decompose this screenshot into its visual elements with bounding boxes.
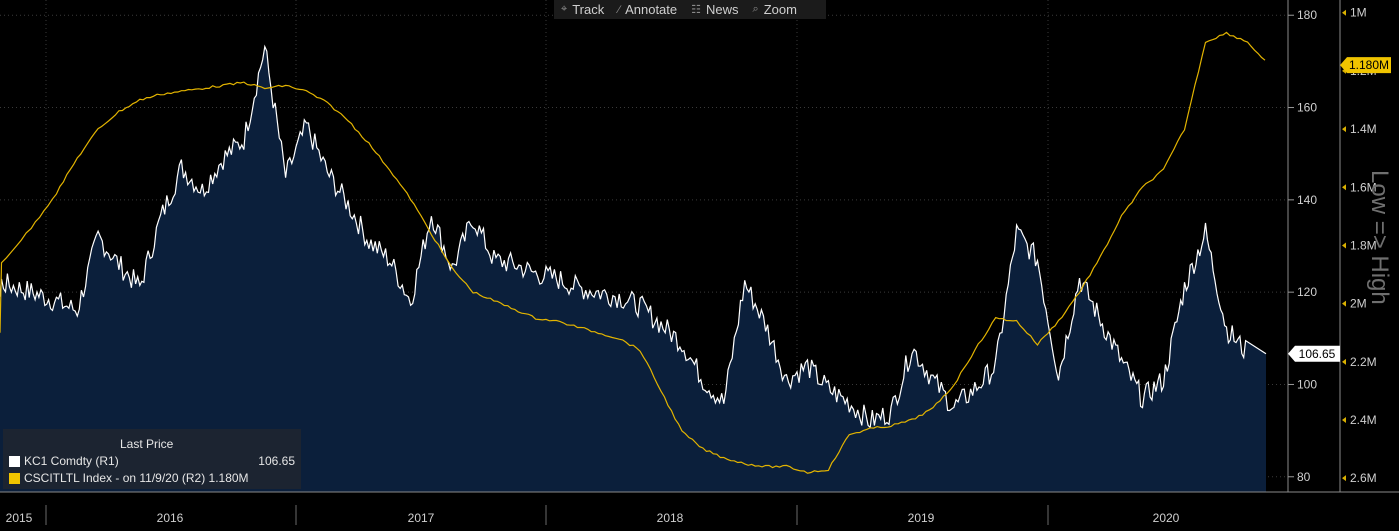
zoom-label: Zoom bbox=[763, 2, 797, 17]
r1-tick-group: 80 100 120 140 160 180 bbox=[1288, 8, 1317, 484]
r2-tick-marker bbox=[1342, 9, 1346, 16]
cscitltl-legend-label: CSCITLTL Index - on 11/9/20 (R2) 1.180M bbox=[24, 471, 249, 485]
x-tick-label: 2020 bbox=[1153, 511, 1180, 525]
x-tick-label: 2019 bbox=[908, 511, 935, 525]
news-icon: ☷ bbox=[691, 4, 701, 16]
annotate-button[interactable]: ∕ Annotate bbox=[611, 2, 684, 17]
r2-tick-label: 2.6M bbox=[1350, 471, 1377, 485]
news-button[interactable]: ☷ News bbox=[684, 2, 745, 17]
r1-tick-label: 160 bbox=[1297, 101, 1317, 115]
r2-tick-marker bbox=[1342, 417, 1346, 423]
r1-tick-label: 140 bbox=[1297, 193, 1317, 207]
track-button[interactable]: ⌖ Track bbox=[554, 2, 611, 17]
r2-axis-title: Low => High bbox=[1366, 170, 1393, 305]
track-label: Track bbox=[572, 2, 605, 17]
r2-tick-label: 2.4M bbox=[1350, 413, 1377, 427]
legend-title: Last Price bbox=[120, 437, 174, 451]
kc1-last-value: 106.65 bbox=[1299, 347, 1336, 361]
x-tick-label: 2015 bbox=[6, 511, 33, 525]
cscitltl-index-line bbox=[0, 31, 1266, 474]
r2-tick-label: 1.6M bbox=[1350, 180, 1377, 194]
r1-tick-label: 120 bbox=[1297, 285, 1317, 299]
crosshair-icon: ⌖ bbox=[561, 3, 568, 15]
r2-tick-label: 1.4M bbox=[1350, 122, 1377, 136]
r2-tick-marker bbox=[1342, 358, 1346, 365]
zoom-button[interactable]: ⌕ Zoom bbox=[746, 2, 804, 17]
annotate-label: Annotate bbox=[625, 2, 678, 17]
r1-tick-label: 80 bbox=[1297, 470, 1311, 484]
kc1-legend-value: 106.65 bbox=[258, 454, 295, 468]
legend-row-kc1[interactable]: KC1 Comdty (R1) 106.65 bbox=[9, 453, 295, 469]
chart-toolbar: ⌖ Track ∕ Annotate ☷ News ⌕ Zoom bbox=[554, 0, 826, 19]
r2-tick-marker bbox=[1342, 475, 1346, 482]
r2-tick-marker bbox=[1342, 242, 1346, 249]
r2-tick-label: 1.8M bbox=[1350, 238, 1377, 252]
last-value-labels: 106.65 1.180M bbox=[1288, 57, 1391, 362]
kc1-legend-label: KC1 Comdty (R1) bbox=[24, 454, 119, 468]
r1-tick-label: 180 bbox=[1297, 8, 1317, 22]
magnifier-icon: ⌕ bbox=[752, 3, 759, 15]
cscitltl-last-badge bbox=[1340, 57, 1391, 74]
pencil-icon: ∕ bbox=[618, 3, 621, 16]
x-tick-label: 2016 bbox=[157, 511, 184, 525]
kc1-area-fill bbox=[0, 46, 1266, 492]
kc1-last-badge bbox=[1288, 345, 1340, 362]
r2-tick-marker bbox=[1342, 184, 1346, 191]
x-tick-label: 2017 bbox=[408, 511, 435, 525]
legend-panel: Last Price KC1 Comdty (R1) 106.65 CSCITL… bbox=[3, 429, 301, 489]
cscitltl-last-value: 1.180M bbox=[1349, 58, 1389, 72]
kc1-swatch bbox=[9, 455, 20, 467]
r2-tick-label: 1M bbox=[1350, 6, 1367, 20]
kc1-price-line bbox=[0, 44, 1267, 429]
legend-row-cscitltl[interactable]: CSCITLTL Index - on 11/9/20 (R2) 1.180M bbox=[9, 470, 295, 486]
x-tick-label: 2018 bbox=[657, 511, 684, 525]
r2-tick-label: 2.2M bbox=[1350, 355, 1377, 369]
news-label: News bbox=[706, 2, 739, 17]
r2-tick-marker bbox=[1342, 300, 1346, 307]
r1-tick-label: 100 bbox=[1297, 377, 1317, 391]
x-tick-group: 2015 2016 2017 2018 2019 2020 bbox=[6, 505, 1180, 525]
r2-tick-label: 2M bbox=[1350, 297, 1367, 311]
cscitltl-swatch bbox=[9, 472, 20, 484]
r2-tick-marker bbox=[1342, 126, 1346, 133]
